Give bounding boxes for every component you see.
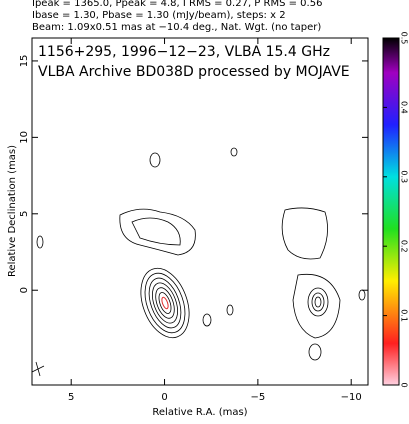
colorbar (382, 37, 400, 386)
y-tick-label: 15 (19, 55, 30, 68)
x-axis-label: Relative R.A. (mas) (152, 407, 247, 418)
y-tick-label: 0 (19, 287, 30, 293)
plot-frame (31, 37, 369, 386)
x-tick-label: 0 (161, 392, 167, 403)
colorbar-tick-label: 0.1 (400, 309, 409, 322)
header-line: Ipeak = 1365.0, Ppeak = 4.8, I RMS = 0.2… (32, 0, 322, 9)
contours (31, 147, 366, 377)
x-tick-label: 5 (68, 392, 74, 403)
colorbar-tick-label: 0.5 (400, 32, 409, 45)
colorbar-tick-label: 0 (400, 382, 409, 387)
header-line: Beam: 1.09x0.51 mas at −10.4 deg., Nat. … (32, 22, 321, 33)
colorbar-tick-label: 0.3 (400, 170, 409, 183)
annotation: 1156+295, 1996−12−23, VLBA 15.4 GHz (38, 44, 330, 60)
y-tick-label: 5 (19, 211, 30, 217)
header-line: Ibase = 1.30, Pbase = 1.30 (mJy/beam), s… (32, 10, 286, 21)
x-tick-label: −10 (341, 392, 362, 403)
annotation: VLBA Archive BD038D processed by MOJAVE (38, 64, 350, 80)
x-tick-label: −5 (250, 392, 265, 403)
colorbar-tick-label: 0.2 (400, 240, 409, 253)
colorbar-tick-label: 0.4 (400, 101, 409, 114)
y-tick-label: 10 (19, 131, 30, 144)
y-axis-label: Relative Declination (mas) (7, 145, 18, 277)
